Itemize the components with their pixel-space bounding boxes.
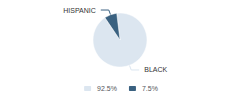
svg-text:HISPANIC: HISPANIC bbox=[63, 7, 96, 14]
svg-text:BLACK: BLACK bbox=[144, 66, 167, 73]
svg-text:7.5%: 7.5% bbox=[142, 85, 158, 92]
svg-text:92.5%: 92.5% bbox=[97, 85, 117, 92]
